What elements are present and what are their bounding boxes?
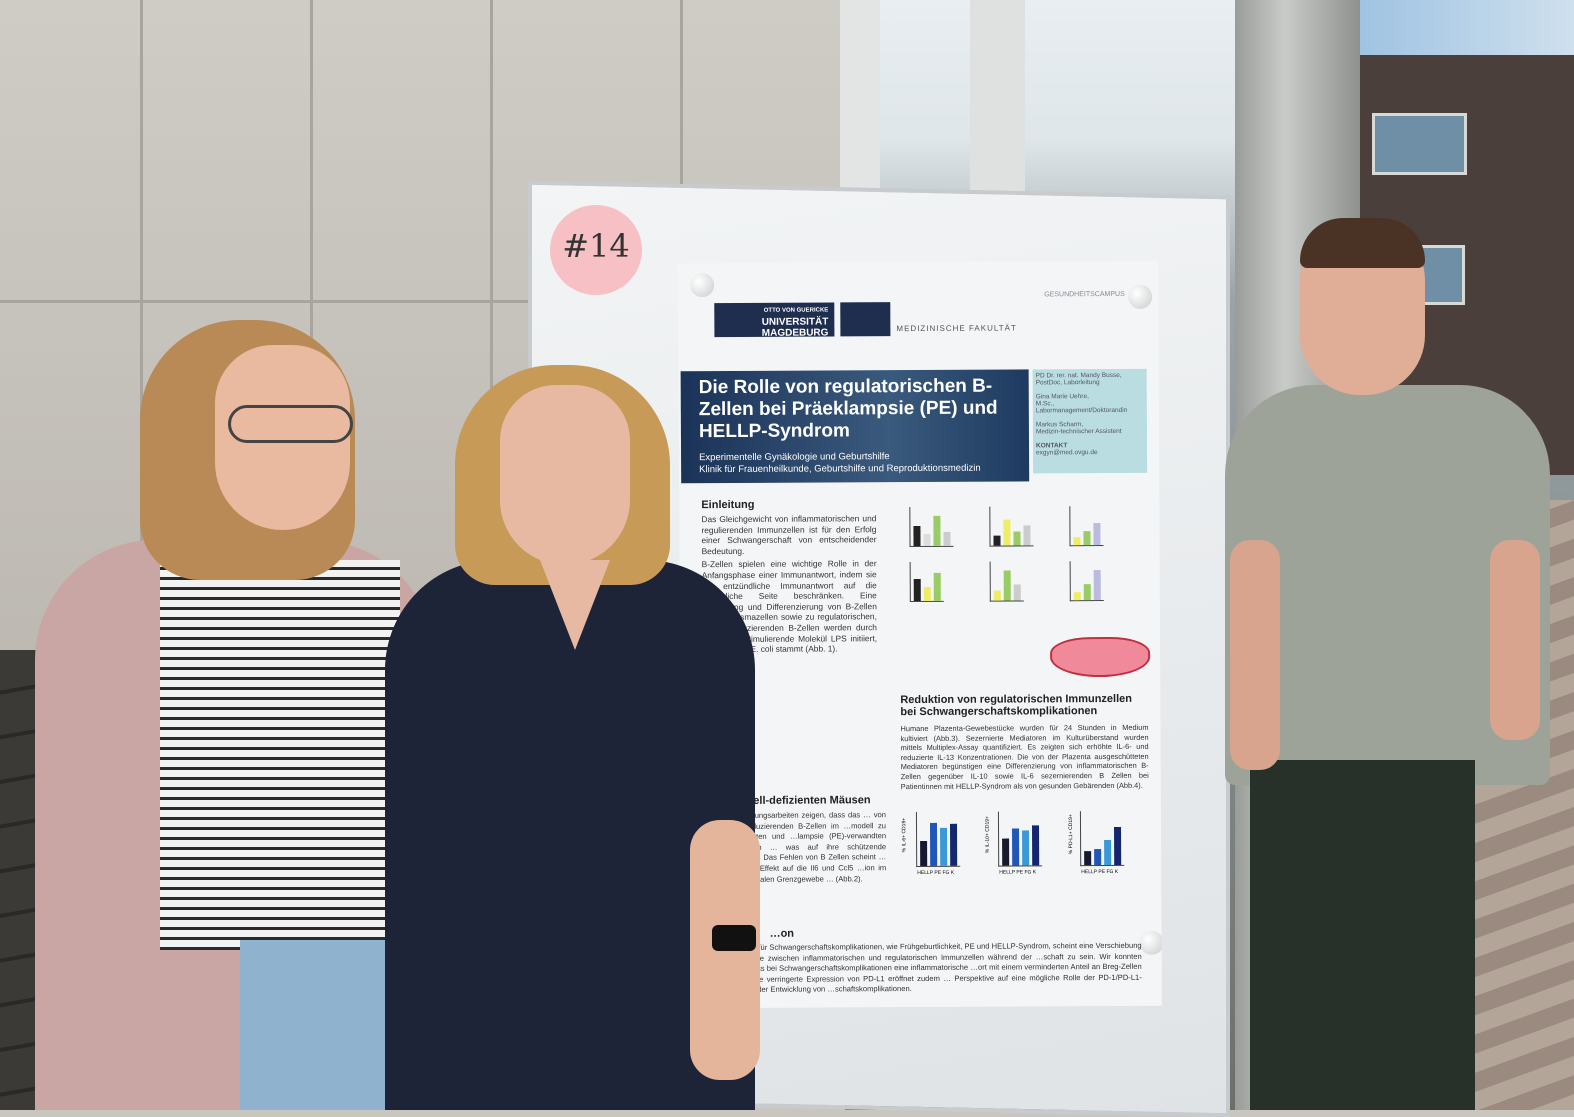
placenta-illustration: [1050, 636, 1151, 678]
arm-right-a: [1230, 540, 1280, 770]
fig4-xlabels: HELLP PE FG K: [917, 869, 955, 877]
conclusion-heading: …on: [769, 927, 795, 940]
sticky-note: #14: [550, 205, 642, 295]
fig4-ylabel: % IL-10+ CD19+: [984, 816, 991, 854]
conclusion-text: …ursache für Schwangerschaftskomplikatio…: [721, 940, 1142, 995]
campus-logo: GESUNDHEITSCAMPUS: [1044, 290, 1125, 299]
fig4-bar: [940, 827, 948, 866]
fig4-bar: [1022, 830, 1030, 866]
glasses: [228, 405, 353, 443]
figure-4-charts: % IL-6+ CD19+ HELLP PE FG K% IL-10+ CD19+…: [901, 806, 1146, 887]
hair-right: [1300, 218, 1425, 268]
window-frame: [840, 0, 880, 205]
poster-number: #14: [562, 227, 630, 265]
window-frame: [970, 0, 1025, 215]
fig4-bar: [920, 841, 928, 867]
fig4-bar: [1104, 839, 1112, 866]
fig4-bar: [1084, 851, 1092, 866]
fig4-bar: [1032, 825, 1040, 866]
faculty-seal: [840, 302, 891, 337]
face-middle: [500, 385, 630, 565]
fig4-ylabel: % IL-6+ CD19+: [901, 817, 908, 853]
arm-right-b: [1490, 540, 1540, 740]
sky: [1360, 0, 1574, 60]
fig4-xlabels: HELLP PE FG K: [999, 869, 1037, 876]
jeans: [240, 940, 400, 1110]
fig4-chart: % PD-L1+ CD19+ HELLP PE FG K: [1068, 810, 1125, 875]
reduction-text: Humane Plazenta-Gewebestücke wurden für …: [900, 722, 1149, 791]
figure-2-charts: [899, 496, 1140, 617]
smartwatch: [712, 925, 756, 951]
fig4-ylabel: % PD-L1+ CD19+: [1067, 814, 1075, 855]
fig4-bar: [1002, 838, 1010, 866]
university-logo: OTTO VON GUERICKE UNIVERSITÄT MAGDEBURG: [714, 302, 835, 339]
fig4-chart: % IL-6+ CD19+ HELLP PE FG K: [901, 811, 961, 876]
authors-box: PD Dr. rer. nat. Mandy Busse, PostDoc, La…: [1032, 368, 1148, 474]
poster-title: Die Rolle von regulatorischen B-Zellen b…: [698, 375, 998, 443]
fig4-xlabels: HELLP PE FG K: [1081, 868, 1119, 876]
striped-shirt: [160, 560, 400, 950]
clinic: Klinik für Frauenheilkunde, Geburtshilfe…: [699, 462, 981, 476]
faculty-name: MEDIZINISCHE FAKULTÄT: [896, 323, 1017, 334]
fig4-chart: % IL-10+ CD19+ HELLP PE FG K: [985, 811, 1043, 876]
fig4-bar: [1012, 828, 1020, 866]
fig4-bar: [929, 823, 938, 866]
fig4-bar: [949, 823, 958, 866]
dark-trousers: [1250, 760, 1475, 1110]
fig4-bar: [1114, 826, 1122, 865]
title-band: Die Rolle von regulatorischen B-Zellen b…: [680, 369, 1030, 484]
intro-heading: Einleitung: [701, 498, 755, 512]
reduction-heading: Reduktion von regulatorischen Immunzelle…: [900, 692, 1133, 719]
fig4-bar: [1094, 848, 1102, 866]
